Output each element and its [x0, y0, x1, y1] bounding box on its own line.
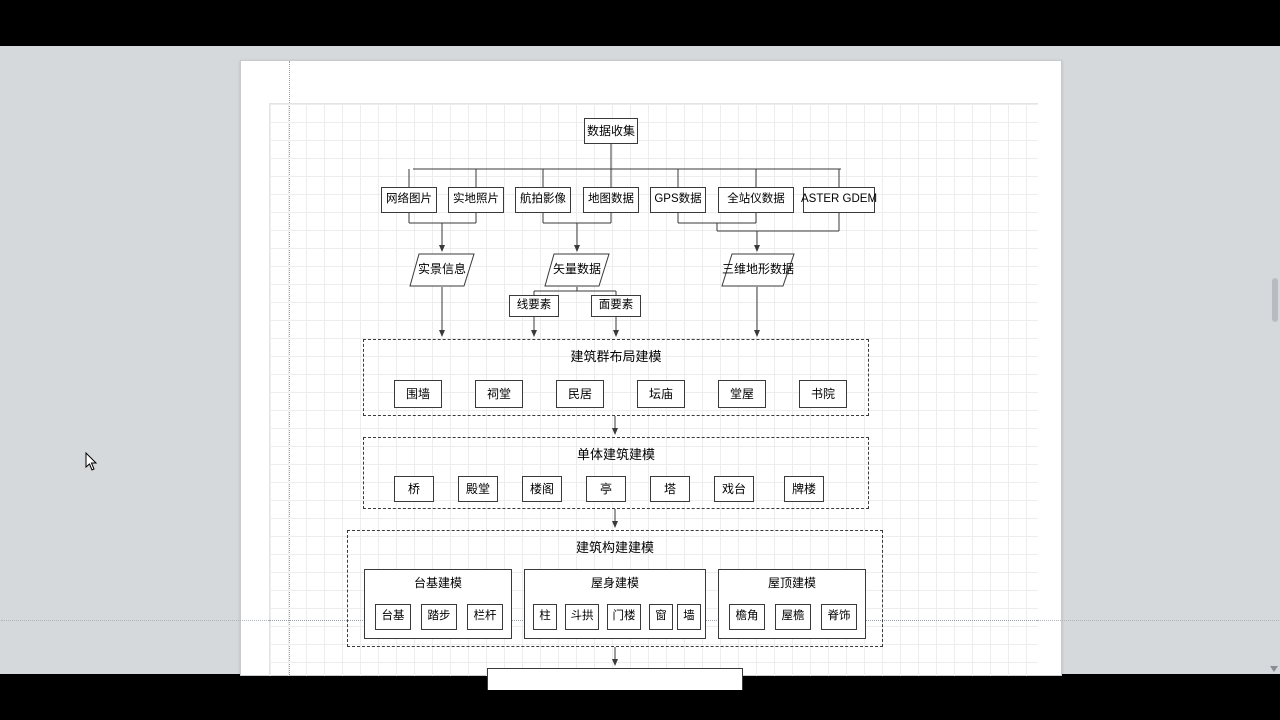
sg3-item-eave-corner: 檐角: [729, 604, 765, 630]
data-3d-terrain-line2: 形数据: [758, 263, 794, 277]
cursor-icon: [85, 452, 99, 472]
group-layout-modeling: 建筑群布局建模 围墙 祠堂 民居 坛庙 堂屋 书院: [363, 339, 869, 416]
sg2-item-wall: 墙: [677, 604, 701, 630]
sg2-item-gate: 门楼: [607, 604, 641, 630]
document-page: 数据收集 网络图片 实地照片 航拍影像 地图数据 GPS数据 全站仪数据 AST…: [240, 60, 1062, 676]
node-aster-gdem: ASTER GDEM: [803, 187, 875, 213]
g1-item-wall: 围墙: [394, 380, 442, 408]
sg3-item-ridge: 脊饰: [821, 604, 857, 630]
data-scene-info-line2: 信息: [442, 263, 466, 277]
group-component-title: 建筑构建建模: [348, 537, 882, 556]
node-line-feature: 线要素: [509, 295, 559, 317]
sg1-item-rail: 栏杆: [467, 604, 503, 630]
subgroup-platform-title: 台基建模: [365, 574, 511, 591]
sg2-item-dougong: 斗拱: [565, 604, 599, 630]
node-data-collect: 数据收集: [584, 118, 638, 144]
g2-item-palace: 殿堂: [458, 476, 498, 502]
workspace-background: 数据收集 网络图片 实地照片 航拍影像 地图数据 GPS数据 全站仪数据 AST…: [0, 46, 1280, 674]
subgroup-roof: 屋顶建模 檐角 屋檐 脊饰: [718, 569, 866, 639]
g2-item-pavilion: 亭: [586, 476, 626, 502]
g2-item-archway: 牌楼: [784, 476, 824, 502]
node-area-feature: 面要素: [591, 295, 641, 317]
data-scene-info: 实景信息: [409, 253, 475, 287]
subgroup-body: 屋身建模 柱 斗拱 门楼 窗 墙: [524, 569, 706, 639]
data-vector: 矢量数据: [544, 253, 610, 287]
letterbox-top: [0, 0, 1280, 46]
sg2-item-window: 窗: [649, 604, 673, 630]
g1-item-hall: 堂屋: [718, 380, 766, 408]
g1-item-dwelling: 民居: [556, 380, 604, 408]
g2-item-bridge: 桥: [394, 476, 434, 502]
data-3d-terrain: 三维地形数据: [721, 253, 795, 287]
subgroup-body-title: 屋身建模: [525, 574, 705, 591]
node-total-station: 全站仪数据: [718, 187, 794, 213]
horizontal-guide-left-ext: [1, 620, 269, 621]
subgroup-platform: 台基建模 台基 踏步 栏杆: [364, 569, 512, 639]
sg3-item-eave: 屋檐: [775, 604, 811, 630]
data-scene-info-line1: 实景: [418, 263, 442, 277]
sg1-item-base: 台基: [375, 604, 411, 630]
data-vector-line1: 矢量: [553, 263, 577, 277]
group-layout-title: 建筑群布局建模: [364, 346, 868, 365]
group-single-building: 单体建筑建模 桥 殿堂 楼阁 亭 塔 戏台 牌楼: [363, 437, 869, 509]
scroll-down-icon[interactable]: [1270, 666, 1278, 672]
g2-item-tower: 楼阁: [522, 476, 562, 502]
node-web-images: 网络图片: [381, 187, 437, 213]
g2-item-pagoda: 塔: [650, 476, 690, 502]
sg1-item-steps: 踏步: [421, 604, 457, 630]
horizontal-guide-right-ext: [1037, 620, 1280, 621]
g1-item-altar: 坛庙: [637, 380, 685, 408]
group-single-title: 单体建筑建模: [364, 444, 868, 463]
group-component-modeling: 建筑构建建模 台基建模 台基 踏步 栏杆 屋身建模 柱 斗拱 门楼 窗 墙 屋顶…: [347, 530, 883, 647]
data-vector-line2: 数据: [577, 263, 601, 277]
node-map-data: 地图数据: [583, 187, 639, 213]
node-gps-data: GPS数据: [650, 187, 706, 213]
subgroup-roof-title: 屋顶建模: [719, 574, 865, 591]
node-aerial-images: 航拍影像: [515, 187, 571, 213]
scrollbar-thumb[interactable]: [1272, 278, 1278, 322]
node-next-cutoff: [487, 668, 743, 690]
node-field-photos: 实地照片: [448, 187, 504, 213]
g1-item-ancestral: 祠堂: [475, 380, 523, 408]
data-3d-terrain-line1: 三维地: [722, 263, 758, 277]
sg2-item-column: 柱: [533, 604, 557, 630]
g2-item-stage: 戏台: [714, 476, 754, 502]
g1-item-academy: 书院: [799, 380, 847, 408]
